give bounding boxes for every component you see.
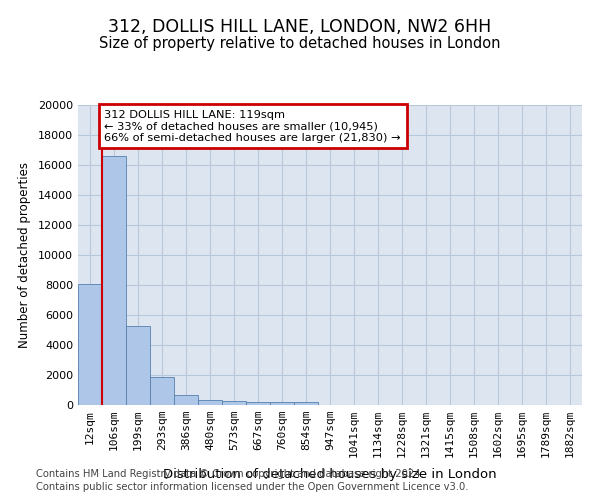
Y-axis label: Number of detached properties: Number of detached properties xyxy=(18,162,31,348)
Bar xyxy=(246,402,270,405)
Text: Contains public sector information licensed under the Open Government Licence v3: Contains public sector information licen… xyxy=(36,482,469,492)
Bar xyxy=(126,326,150,405)
X-axis label: Distribution of detached houses by size in London: Distribution of detached houses by size … xyxy=(163,468,497,481)
Bar xyxy=(294,402,318,405)
Bar xyxy=(78,284,102,405)
Bar xyxy=(198,400,222,405)
Text: 312, DOLLIS HILL LANE, LONDON, NW2 6HH: 312, DOLLIS HILL LANE, LONDON, NW2 6HH xyxy=(109,18,491,36)
Bar xyxy=(102,156,126,405)
Bar xyxy=(150,377,174,405)
Text: Contains HM Land Registry data © Crown copyright and database right 2024.: Contains HM Land Registry data © Crown c… xyxy=(36,469,424,479)
Text: Size of property relative to detached houses in London: Size of property relative to detached ho… xyxy=(99,36,501,51)
Bar xyxy=(270,402,294,405)
Bar xyxy=(174,395,198,405)
Bar xyxy=(222,401,246,405)
Text: 312 DOLLIS HILL LANE: 119sqm
← 33% of detached houses are smaller (10,945)
66% o: 312 DOLLIS HILL LANE: 119sqm ← 33% of de… xyxy=(104,110,401,142)
